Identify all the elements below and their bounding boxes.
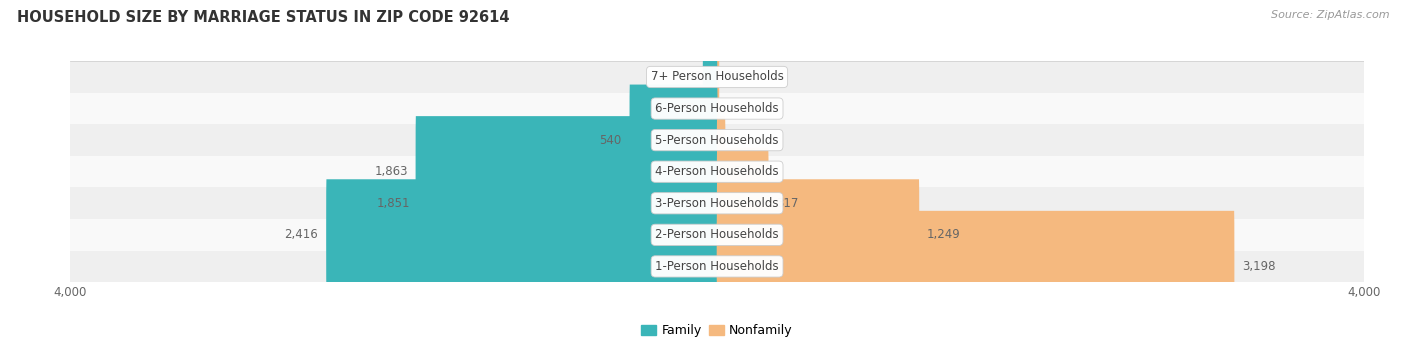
Text: 540: 540 bbox=[599, 134, 621, 147]
Bar bbox=[70, 93, 1364, 124]
Text: 5-Person Households: 5-Person Households bbox=[655, 134, 779, 147]
FancyBboxPatch shape bbox=[630, 85, 717, 196]
Text: 3-Person Households: 3-Person Households bbox=[655, 197, 779, 210]
FancyBboxPatch shape bbox=[717, 148, 769, 259]
Text: 7+ Person Households: 7+ Person Households bbox=[651, 70, 783, 84]
Bar bbox=[70, 61, 1364, 93]
FancyBboxPatch shape bbox=[703, 53, 717, 164]
Text: 1,249: 1,249 bbox=[927, 228, 960, 241]
Text: 87: 87 bbox=[681, 102, 695, 115]
Text: 317: 317 bbox=[776, 197, 799, 210]
Bar bbox=[70, 187, 1364, 219]
FancyBboxPatch shape bbox=[710, 21, 717, 133]
Legend: Family, Nonfamily: Family, Nonfamily bbox=[637, 319, 797, 340]
FancyBboxPatch shape bbox=[326, 179, 717, 290]
Bar bbox=[70, 251, 1364, 282]
Bar bbox=[70, 219, 1364, 251]
Text: 43: 43 bbox=[688, 70, 702, 84]
Text: 2-Person Households: 2-Person Households bbox=[655, 228, 779, 241]
Text: 12: 12 bbox=[727, 70, 742, 84]
Text: 1-Person Households: 1-Person Households bbox=[655, 260, 779, 273]
Text: 6-Person Households: 6-Person Households bbox=[655, 102, 779, 115]
FancyBboxPatch shape bbox=[416, 116, 717, 227]
Bar bbox=[70, 124, 1364, 156]
FancyBboxPatch shape bbox=[717, 211, 1234, 322]
Text: 2,416: 2,416 bbox=[284, 228, 318, 241]
Text: HOUSEHOLD SIZE BY MARRIAGE STATUS IN ZIP CODE 92614: HOUSEHOLD SIZE BY MARRIAGE STATUS IN ZIP… bbox=[17, 10, 509, 25]
Text: 1,863: 1,863 bbox=[374, 165, 408, 178]
Bar bbox=[70, 156, 1364, 187]
FancyBboxPatch shape bbox=[717, 179, 920, 290]
FancyBboxPatch shape bbox=[418, 148, 717, 259]
Text: 1,851: 1,851 bbox=[377, 197, 409, 210]
FancyBboxPatch shape bbox=[717, 21, 720, 133]
Text: 3,198: 3,198 bbox=[1243, 260, 1275, 273]
Text: Source: ZipAtlas.com: Source: ZipAtlas.com bbox=[1271, 10, 1389, 20]
Text: 50: 50 bbox=[734, 165, 748, 178]
FancyBboxPatch shape bbox=[717, 116, 725, 227]
Text: 4-Person Households: 4-Person Households bbox=[655, 165, 779, 178]
